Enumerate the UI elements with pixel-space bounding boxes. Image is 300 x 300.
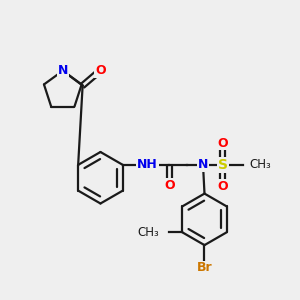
Text: O: O [218,180,228,193]
Text: O: O [164,179,175,192]
Text: N: N [198,158,208,171]
Text: CH₃: CH₃ [250,158,271,171]
Text: O: O [95,64,106,77]
Text: S: S [218,158,228,172]
Text: N: N [58,64,68,77]
Text: O: O [218,136,228,150]
Text: Br: Br [197,261,212,274]
Text: CH₃: CH₃ [138,226,159,239]
Text: NH: NH [137,158,158,171]
